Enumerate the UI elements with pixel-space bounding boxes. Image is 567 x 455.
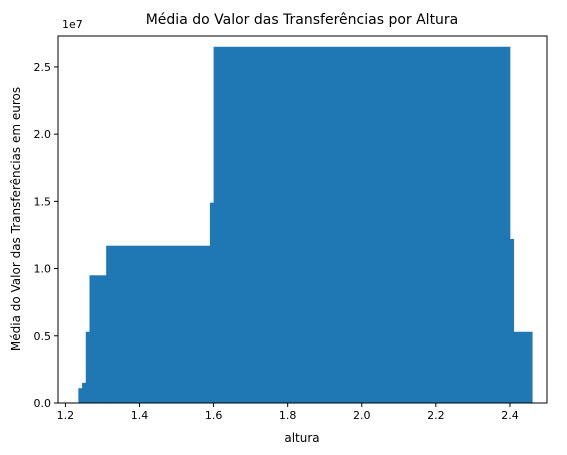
x-tick-label: 2.2 xyxy=(427,409,445,422)
x-tick-label: 1.4 xyxy=(131,409,149,422)
bar-6 xyxy=(213,46,511,403)
bar-7 xyxy=(509,238,515,403)
y-offset-label: 1e7 xyxy=(62,18,83,31)
x-axis-ticks: 1.2 1.4 1.6 1.8 2.0 2.2 2.4 xyxy=(57,403,519,422)
plot-frame xyxy=(57,35,548,404)
x-axis-label: altura xyxy=(284,431,319,445)
y-tick-label: 2.5 xyxy=(34,61,52,74)
x-tick-label: 2.4 xyxy=(501,409,519,422)
x-tick-label: 1.6 xyxy=(205,409,223,422)
bar-3 xyxy=(89,275,107,403)
bar-1 xyxy=(82,382,87,403)
bar-0 xyxy=(78,388,83,403)
y-axis-label: Média do Valor das Transferências em eur… xyxy=(9,87,23,351)
y-tick-label: 1.5 xyxy=(34,195,52,208)
y-tick-label: 0.5 xyxy=(34,330,52,343)
y-tick-label: 1.0 xyxy=(34,263,52,276)
bar-4 xyxy=(106,245,211,403)
x-tick-label: 1.8 xyxy=(279,409,297,422)
bar-5 xyxy=(209,202,214,403)
x-tick-label: 2.0 xyxy=(353,409,371,422)
bars-group xyxy=(78,46,533,403)
bar-2 xyxy=(85,331,90,403)
bar-8 xyxy=(513,331,533,403)
x-tick-label: 1.2 xyxy=(57,409,75,422)
y-tick-label: 0.0 xyxy=(34,397,52,410)
chart-title: Média do Valor das Transferências por Al… xyxy=(146,12,459,28)
y-axis-ticks: 0.0 0.5 1.0 1.5 2.0 2.5 xyxy=(34,61,58,410)
y-tick-label: 2.0 xyxy=(34,128,52,141)
